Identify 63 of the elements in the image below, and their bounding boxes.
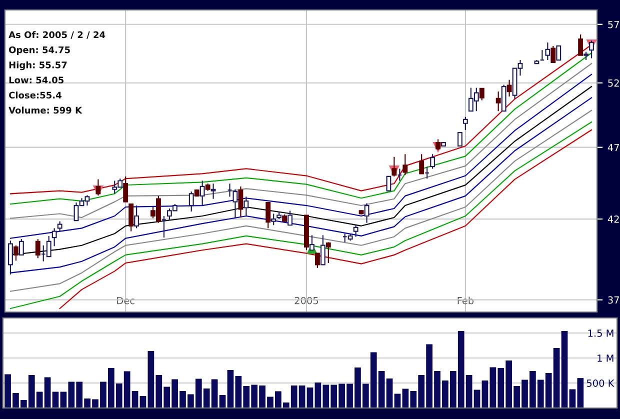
candlestick (123, 176, 128, 202)
candlestick (18, 238, 24, 256)
bar (474, 390, 480, 408)
candlestick (188, 191, 194, 212)
candlestick (550, 45, 556, 63)
candlestick (288, 210, 293, 226)
candlestick (271, 213, 276, 226)
y-tick-label: 57 (608, 20, 619, 28)
candlestick (353, 224, 358, 238)
candlestick (402, 154, 408, 176)
candlestick (392, 156, 397, 178)
candlestick (200, 180, 205, 206)
candlestick (320, 234, 326, 266)
candlestick (238, 186, 244, 218)
y-tick-label: 47 (608, 144, 619, 152)
candlestick (314, 252, 320, 268)
candlestick (506, 79, 512, 98)
y-tick-label: 42 (608, 216, 619, 223)
y-tick-label: 1.5 M (588, 330, 614, 337)
annotation: High: 55.57 (9, 61, 67, 70)
annotation: Open: 54.75 (9, 46, 70, 55)
candlestick (35, 238, 40, 259)
y-tick-label: 1 M (598, 354, 614, 362)
candlestick (52, 228, 57, 247)
annotation: Low: 54.05 (9, 76, 64, 84)
candlestick (419, 154, 424, 174)
y-tick-label: 37 (608, 296, 619, 304)
candlestick (210, 183, 216, 200)
annotation: Volume: 599 K (8, 106, 82, 114)
candlestick (556, 45, 562, 61)
line-series (10, 74, 592, 239)
candlestick (578, 34, 584, 56)
bar (306, 388, 314, 408)
candlestick (436, 138, 441, 151)
candlestick (430, 154, 436, 170)
candlestick (134, 204, 140, 229)
candlestick (326, 242, 331, 264)
annotation: As Of: 2005 / 2 / 24 (8, 31, 106, 39)
candlestick (232, 188, 238, 218)
candlestick (309, 234, 314, 251)
candlestick (479, 88, 484, 101)
line-series (10, 97, 592, 274)
y-tick-label: 52 (608, 79, 619, 87)
candlestick (8, 240, 13, 276)
candlestick (386, 176, 392, 192)
y-tick-label: 500 K (586, 379, 614, 387)
candlestick (266, 202, 271, 229)
candlestick (496, 90, 501, 112)
annotation: Close:55.4 (9, 92, 62, 99)
candlestick (545, 42, 550, 61)
candlestick (13, 244, 18, 262)
candlestick (589, 40, 594, 59)
bar (219, 395, 226, 408)
bar (140, 396, 146, 408)
bar (52, 392, 59, 408)
candlestick (244, 196, 249, 217)
candlestick (128, 203, 134, 232)
candlestick (364, 202, 370, 224)
candlestick (462, 116, 468, 130)
candlestick (457, 132, 462, 147)
candlestick (96, 178, 101, 196)
bar (561, 331, 568, 408)
candlestick (57, 220, 62, 232)
